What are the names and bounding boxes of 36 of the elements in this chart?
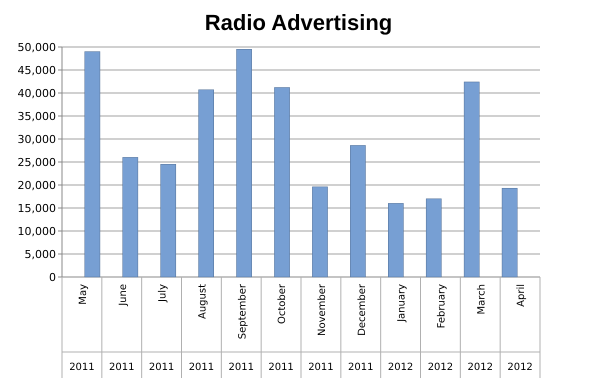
category-label: June 2011 [109, 284, 134, 373]
category-label: February 2012 [428, 284, 454, 373]
y-tick-label: 5,000 [24, 248, 56, 261]
category-label: November 2011 [308, 284, 334, 373]
y-tick-label: 0 [49, 270, 56, 284]
category-label: October 2011 [268, 284, 294, 373]
bar [160, 164, 176, 278]
chart-title: Radio Advertising [204, 10, 392, 35]
y-tick-label: 10,000 [18, 224, 56, 238]
bar [236, 49, 252, 278]
y-tick-label: 40,000 [18, 86, 56, 100]
y-tick-label: 50,000 [18, 40, 56, 54]
bar [388, 203, 404, 278]
bar [350, 145, 366, 278]
bar [198, 90, 214, 278]
y-tick-label: 30,000 [18, 132, 56, 146]
bar [312, 186, 328, 278]
bar [274, 87, 290, 278]
category-label: January 2012 [388, 284, 414, 373]
y-tick-label: 25,000 [18, 156, 56, 169]
category-label: September 2011 [228, 284, 254, 373]
bar [122, 157, 138, 278]
y-tick-label: 15,000 [18, 202, 56, 215]
category-label: March 2012 [468, 284, 493, 373]
y-tick-label: 45,000 [18, 64, 56, 77]
bar [84, 51, 100, 278]
category-label: May 2011 [69, 284, 95, 373]
category-label: July 2011 [148, 284, 174, 373]
bar [464, 82, 480, 278]
bar [502, 188, 518, 278]
y-tick-label: 35,000 [18, 110, 56, 123]
category-label: April 2012 [507, 284, 533, 373]
category-label: December 2011 [348, 284, 374, 373]
bar [426, 198, 442, 278]
category-label: August 2011 [188, 284, 214, 373]
y-tick-label: 20,000 [18, 178, 56, 192]
